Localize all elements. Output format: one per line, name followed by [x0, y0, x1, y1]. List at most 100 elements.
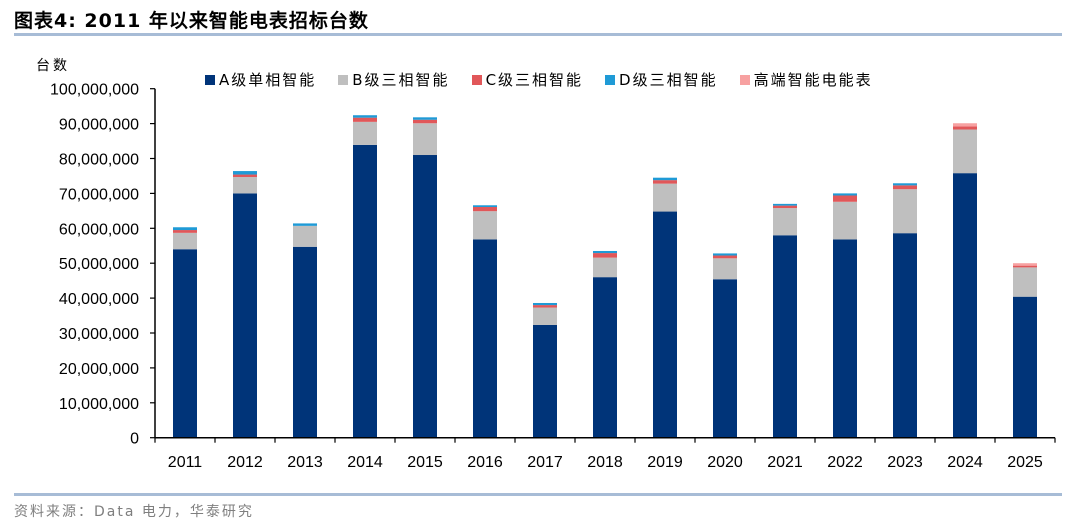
x-tick-label: 2024 [947, 454, 983, 471]
bar-segment [473, 239, 497, 438]
bar-segment [593, 257, 617, 278]
bar-segment [233, 193, 257, 438]
y-tick-label: 100,000,000 [50, 82, 139, 99]
x-tick-label: 2020 [707, 454, 743, 471]
x-tick-label: 2016 [467, 454, 503, 471]
x-tick-label: 2013 [287, 454, 323, 471]
bar-segment [833, 201, 857, 240]
x-tick-label: 2017 [527, 454, 563, 471]
bar-segment [413, 123, 437, 156]
bar-segment [773, 235, 797, 438]
legend-label-high-end: 高端智能电能表 [753, 71, 873, 89]
bar-segment [893, 185, 917, 190]
bar-segment [233, 176, 257, 194]
y-tick-label: 80,000,000 [59, 152, 139, 169]
bar-stack-2022 [833, 193, 857, 438]
bar-segment [653, 180, 677, 184]
bar-segment [1013, 267, 1037, 297]
bar-stack-2018 [593, 250, 617, 438]
bar-stack-2016 [473, 205, 497, 438]
legend-label-b: B级三相智能 [352, 71, 450, 89]
legend: A级单相智能 B级三相智能 C级三相智能 D级三相智能 高端智能电能表 [205, 69, 873, 90]
bar-segment [1013, 296, 1037, 438]
bar-segment [413, 117, 437, 120]
bar-segment [173, 249, 197, 438]
bar-segment [353, 115, 377, 118]
bar-segment [533, 307, 557, 325]
bar-stack-2011 [173, 227, 197, 438]
bar-segment [653, 177, 677, 181]
bar-segment [953, 123, 977, 127]
bar-segment [1013, 263, 1037, 266]
y-tick-label: 60,000,000 [59, 221, 139, 238]
bar-segment [773, 208, 797, 236]
bar-segment [713, 253, 737, 256]
y-tick-label: 70,000,000 [59, 186, 139, 203]
legend-item-d: D级三相智能 [605, 69, 718, 90]
bar-segment [353, 144, 377, 438]
y-tick-label: 10,000,000 [59, 396, 139, 413]
y-axis-label: 台数 [36, 58, 70, 74]
bar-segment [413, 155, 437, 438]
bar-segment [833, 239, 857, 438]
bar-stack-2025 [1013, 263, 1037, 438]
bar-stack-2019 [653, 177, 677, 438]
source-note: 资料来源：Data 电力，华泰研究 [14, 504, 254, 520]
bar-stack-2023 [893, 183, 917, 438]
bar-segment [173, 232, 197, 250]
legend-item-high-end: 高端智能电能表 [739, 69, 873, 90]
y-tick-label: 0 [130, 431, 139, 448]
bar-segment [293, 246, 317, 438]
y-tick-label: 50,000,000 [59, 256, 139, 273]
bar-segment [893, 233, 917, 438]
bar-stack-2020 [713, 253, 737, 438]
bar-segment [233, 171, 257, 175]
bar-segment [653, 211, 677, 438]
legend-label-a: A级单相智能 [219, 71, 317, 89]
bar-segment [653, 183, 677, 212]
x-tick-label: 2022 [827, 454, 863, 471]
bar-segment [473, 211, 497, 240]
bar-segment [893, 183, 917, 186]
bar-segment [533, 305, 557, 308]
bar-segment [593, 277, 617, 438]
legend-swatch-c [471, 74, 482, 85]
y-axis: 0 10,000,000 20,000,000 30,000,000 40,000,00… [50, 82, 156, 448]
top-rule [14, 33, 1062, 36]
x-tick-label: 2019 [647, 454, 683, 471]
legend-swatch-high-end [739, 74, 750, 85]
y-tick-label: 40,000,000 [59, 291, 139, 308]
bar-segment [593, 250, 617, 254]
bar-segment [293, 223, 317, 226]
bottom-rule [14, 493, 1062, 496]
bar-stack-2021 [773, 203, 797, 438]
x-tick-label: 2021 [767, 454, 803, 471]
x-axis: 2011 2012 2013 2014 2015 2016 2017 2018 2019 2020… [154, 436, 1056, 471]
bar-segment [773, 205, 797, 209]
legend-swatch-d [605, 74, 616, 85]
x-tick-label: 2018 [587, 454, 623, 471]
bar-segment [353, 117, 377, 122]
legend-item-a: A级单相智能 [205, 69, 316, 90]
y-tick-label: 90,000,000 [59, 117, 139, 134]
bar-segment [413, 119, 437, 124]
bar-segment [713, 279, 737, 438]
x-tick-label: 2025 [1007, 454, 1043, 471]
bar-segment [173, 227, 197, 231]
bar-stack-2013 [293, 223, 317, 438]
bar-segment [953, 173, 977, 438]
bar-segment [773, 203, 797, 206]
bar-segment [473, 205, 497, 208]
bar-stack-2015 [413, 117, 437, 438]
bars [173, 115, 1037, 438]
legend-item-b: B级三相智能 [338, 69, 449, 90]
bar-stack-2012 [233, 171, 257, 438]
bar-segment [1013, 265, 1037, 268]
bar-stack-2024 [953, 123, 977, 438]
bar-segment [233, 174, 257, 177]
bar-segment [713, 258, 737, 280]
y-tick-label: 20,000,000 [59, 361, 139, 378]
bar-segment [953, 126, 977, 130]
bar-segment [293, 225, 317, 247]
